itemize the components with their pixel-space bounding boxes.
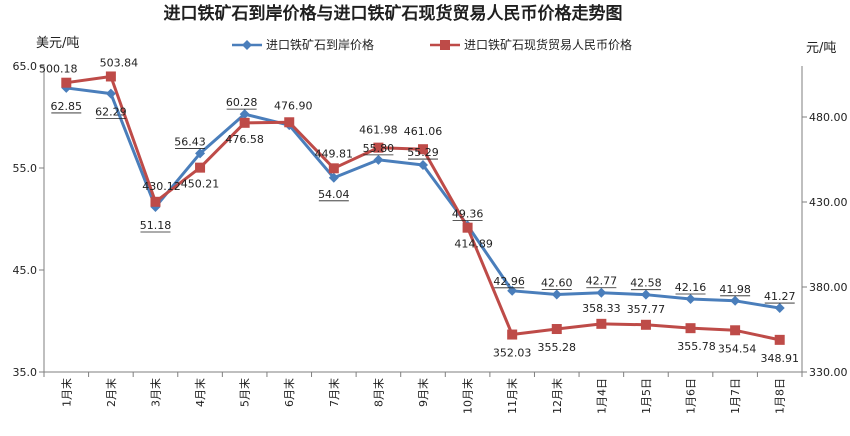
right-axis-unit: 元/吨 (806, 41, 836, 56)
x-axis-category-label: 7月末 (327, 378, 341, 407)
legend: 进口铁矿石到岸价格 进口铁矿石现货贸易人民币价格 (232, 37, 632, 52)
x-axis-category-label: 9月末 (416, 378, 430, 407)
series-1-data-label: 60.28 (226, 96, 258, 109)
series-1-data-label: 42.77 (586, 275, 618, 288)
series-1-data-label: 62.85 (51, 100, 83, 113)
series-2-point (195, 162, 206, 173)
series-2-data-label: 461.98 (359, 124, 398, 137)
series-1-data-label: 55.29 (407, 146, 439, 159)
series-1-point (685, 293, 696, 304)
left-axis-tick-label: 65.0 (13, 60, 38, 73)
series-1-point (418, 160, 428, 171)
series-2-point (462, 222, 473, 233)
left-axis-tick-label: 35.0 (13, 366, 38, 379)
series-2-data-label: 355.78 (677, 340, 716, 353)
series-2-data-label: 503.84 (100, 56, 139, 69)
series-1-data-label: 54.04 (318, 188, 350, 201)
x-axis-category-label: 10月末 (461, 378, 475, 414)
x-axis-category-label: 3月末 (148, 378, 162, 407)
series-1-point (105, 88, 116, 99)
series-1-point (774, 303, 785, 314)
x-axis-category-label: 1月4日 (595, 378, 608, 414)
series-1-point (507, 285, 518, 296)
series-2-point (239, 117, 250, 128)
series-2-data-label: 355.28 (538, 341, 577, 354)
series-2-point (418, 144, 428, 155)
series-2-data-label: 500.18 (39, 63, 78, 76)
legend-label-series-1: 进口铁矿石到岸价格 (266, 37, 374, 52)
series-1-data-label: 42.58 (630, 277, 662, 290)
series-2-point (150, 196, 161, 207)
series-1-data-label: 55.80 (363, 142, 395, 155)
series-line-1 (66, 86, 780, 310)
x-axis-category-label: 5月末 (238, 378, 252, 407)
legend-label-series-2: 进口铁矿石现货贸易人民币价格 (464, 37, 632, 52)
series-line-2 (66, 74, 781, 342)
series-1-point (551, 289, 562, 300)
series-2-point (774, 334, 785, 345)
series-1-point (195, 148, 206, 159)
series-2-point (507, 329, 518, 340)
x-axis-category-label: 1月7日 (729, 378, 742, 414)
series-2-point (373, 142, 384, 153)
series-1-point (328, 172, 339, 183)
x-axis-category-label: 1月末 (59, 378, 73, 407)
series-2-point (730, 325, 741, 336)
series-1-data-label: 42.96 (493, 275, 525, 288)
series-1-data-label: 49.36 (452, 208, 484, 221)
series-2-data-label: 476.90 (274, 99, 313, 112)
x-axis-category-label: 6月末 (282, 378, 296, 407)
series-1-data-label: 62.29 (95, 106, 127, 119)
series-2-point (640, 319, 651, 330)
right-axis-tick-label: 430.00 (809, 196, 848, 209)
series-2-data-label: 348.91 (760, 352, 799, 365)
series-1-point (730, 295, 741, 306)
series-1-data-label: 42.16 (675, 281, 707, 294)
legend-marker-series-2 (440, 40, 450, 50)
series-2-data-label: 476.58 (225, 133, 264, 146)
x-axis-category-label: 4月末 (193, 378, 207, 407)
series-2-data-label: 430.12 (142, 180, 181, 193)
series-2-point (685, 323, 696, 334)
series-1-point (596, 287, 607, 298)
chart-title: 进口铁矿石到岸价格与进口铁矿石现货贸易人民币价格走势图 (164, 3, 623, 24)
right-axis-tick-label: 480.00 (809, 111, 848, 124)
legend-marker-series-1 (242, 40, 252, 50)
right-axis-tick-label: 330.00 (809, 366, 848, 379)
x-axis-category-label: 8月末 (371, 378, 385, 407)
series-2-point (328, 163, 339, 174)
series-2-data-label: 450.21 (181, 178, 220, 191)
series-1-data-label: 41.27 (764, 290, 796, 303)
series-2-data-label: 352.03 (493, 347, 532, 360)
x-axis-category-label: 12月末 (550, 378, 564, 414)
x-axis-category-label: 2月末 (104, 378, 118, 407)
series-1-data-label: 41.98 (719, 283, 751, 296)
series-2-data-label: 358.33 (582, 302, 621, 315)
series-2-point (284, 117, 295, 128)
series-2-point (596, 318, 607, 329)
x-axis-category-label: 11月末 (505, 378, 519, 414)
left-axis-tick-label: 55.0 (13, 162, 38, 175)
series-1-data-label: 42.60 (541, 276, 573, 289)
series-2-data-label: 414.89 (454, 238, 493, 251)
right-axis-tick-label: 380.00 (809, 281, 848, 294)
series-2-point (105, 71, 116, 82)
series-1-point (640, 289, 651, 300)
left-axis-tick-label: 45.0 (13, 264, 38, 277)
x-axis-category-label: 1月8日 (774, 378, 787, 414)
series-1-point (373, 154, 384, 165)
series-1-point (239, 109, 250, 120)
series-2-point (61, 77, 72, 88)
x-axis-category-label: 1月5日 (640, 378, 653, 414)
series-2-data-label: 354.54 (718, 342, 757, 355)
series-1-data-label: 56.43 (174, 135, 206, 148)
left-axis-unit: 美元/吨 (36, 36, 79, 51)
series-2-data-label: 461.06 (404, 125, 443, 138)
series-2-data-label: 357.77 (627, 303, 666, 316)
series-2-point (551, 324, 562, 335)
series-2-data-label: 449.81 (315, 147, 354, 160)
x-axis-category-label: 1月6日 (685, 378, 698, 414)
series-1-data-label: 51.18 (140, 219, 172, 232)
